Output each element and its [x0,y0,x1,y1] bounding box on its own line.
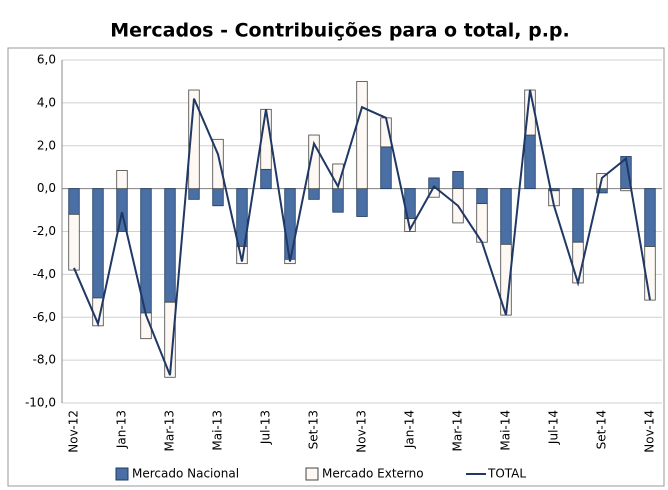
legend-label: TOTAL [487,467,526,481]
bar [308,188,320,200]
bar [188,89,200,190]
bar [164,301,176,378]
bar [236,246,248,265]
bar [260,168,272,190]
x-tick-label: Jan-14 [403,410,417,449]
x-tick-label: Set-13 [307,410,321,449]
bar [428,188,440,198]
y-tick-label: -2,0 [33,224,56,238]
bar [116,170,128,190]
bar [212,188,224,207]
bar [140,188,152,314]
legend-label: Mercado Nacional [132,467,239,481]
bar [332,188,344,213]
bar [284,188,296,260]
bar [452,171,464,190]
bar [500,188,512,245]
bar [380,146,392,190]
bar [524,134,536,190]
bar [644,188,656,247]
bar [212,138,224,190]
x-tick-label: Jul-13 [259,410,273,445]
bar [68,213,80,271]
y-tick-label: -10,0 [25,396,56,410]
y-tick-label: 0,0 [37,181,56,195]
y-tick-label: -4,0 [33,267,56,281]
bar [572,188,584,243]
bar [188,188,200,200]
bar [260,108,272,170]
chart-title: Mercados - Contribuições para o total, p… [110,20,570,42]
bar [68,188,80,215]
y-tick-label: 4,0 [37,95,56,109]
x-tick-label: Jan-13 [115,410,129,449]
bar [356,81,368,190]
legend-swatch [305,467,319,481]
legend-swatch [115,467,129,481]
legend-label: Mercado Externo [322,467,424,481]
line [73,89,651,376]
x-tick-label: Mar-13 [163,410,177,451]
bar [356,188,368,217]
bar [164,188,176,303]
x-tick-label: Jul-14 [547,410,561,445]
bar [620,188,632,192]
x-tick-label: Nov-12 [67,410,81,453]
x-tick-label: Mar-14 [451,410,465,451]
x-tick-label: Nov-13 [355,410,369,453]
y-tick-label: -6,0 [33,310,56,324]
y-tick-label: 6,0 [37,53,56,67]
x-tick-label: Mai-14 [499,410,513,451]
bar [476,188,488,205]
x-tick-label: Nov-14 [643,410,657,453]
y-tick-label: 2,0 [37,138,56,152]
chart-border [7,47,665,487]
bar [308,134,320,190]
x-tick-label: Set-14 [595,410,609,449]
bar [92,188,104,299]
y-tick-label: -8,0 [33,353,56,367]
x-tick-label: Mai-13 [211,410,225,451]
